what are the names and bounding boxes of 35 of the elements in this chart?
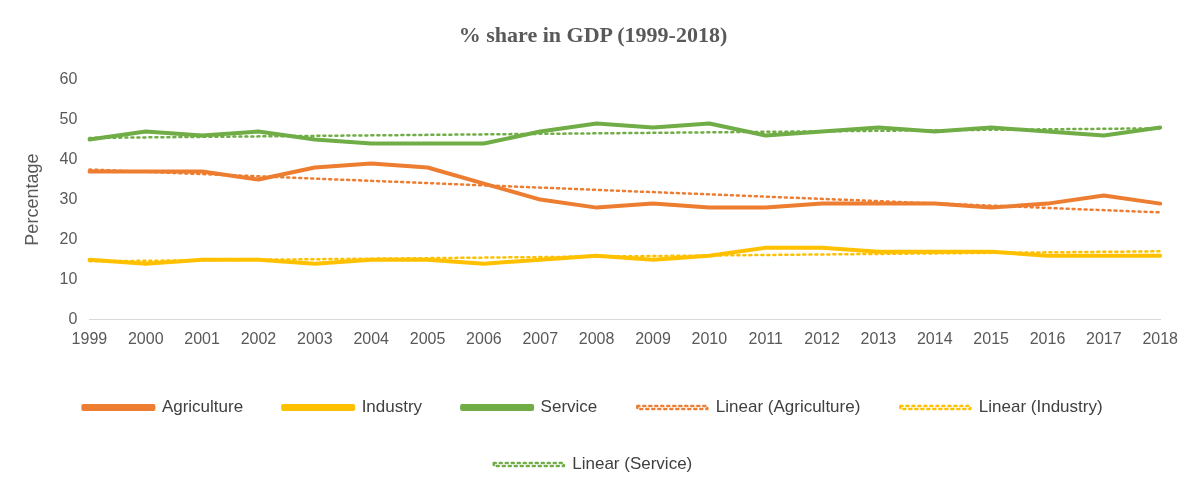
y-tick-label: 0 — [68, 310, 78, 328]
legend-label: Agriculture — [161, 397, 244, 417]
legend-label: Linear (Service) — [572, 454, 693, 474]
x-tick-label: 2003 — [297, 329, 333, 347]
x-tick-label: 2010 — [691, 329, 728, 347]
x-tick-label: 2004 — [353, 329, 390, 347]
x-tick-label: 2011 — [748, 329, 783, 347]
y-tick-label: 40 — [59, 149, 78, 167]
x-tick-label: 2002 — [240, 329, 277, 347]
legend-label: Linear (Industry) — [978, 397, 1103, 417]
y-tick-label: 10 — [59, 270, 78, 288]
y-axis-title: Percentage — [21, 153, 42, 246]
x-tick-label: 1999 — [71, 329, 108, 347]
x-tick-label: 2012 — [804, 329, 840, 347]
x-tick-label: 2016 — [1029, 329, 1066, 347]
x-tick-label: 2013 — [860, 329, 897, 347]
y-tick-label: 50 — [59, 109, 78, 127]
x-tick-label: 2005 — [409, 329, 446, 347]
legend-label: Linear (Agriculture) — [715, 397, 861, 417]
y-tick-label: 20 — [59, 230, 78, 248]
x-tick-label: 2009 — [635, 329, 671, 347]
x-tick-label: 2000 — [127, 329, 164, 347]
legend-label: Service — [540, 397, 598, 417]
x-tick-label: 2008 — [578, 329, 615, 347]
x-tick-label: 2001 — [184, 329, 221, 347]
x-tick-label: 2014 — [916, 329, 953, 347]
legend-label: Industry — [361, 397, 423, 417]
x-tick-label: 2007 — [522, 329, 559, 347]
x-tick-label: 2015 — [973, 329, 1010, 347]
x-tick-label: 2006 — [466, 329, 502, 347]
y-tick-label: 30 — [59, 190, 78, 208]
x-tick-label: 2018 — [1142, 329, 1179, 347]
y-tick-label: 60 — [59, 69, 78, 87]
x-tick-label: 2017 — [1086, 329, 1122, 347]
chart-title: % share in GDP (1999-2018) — [458, 21, 728, 47]
